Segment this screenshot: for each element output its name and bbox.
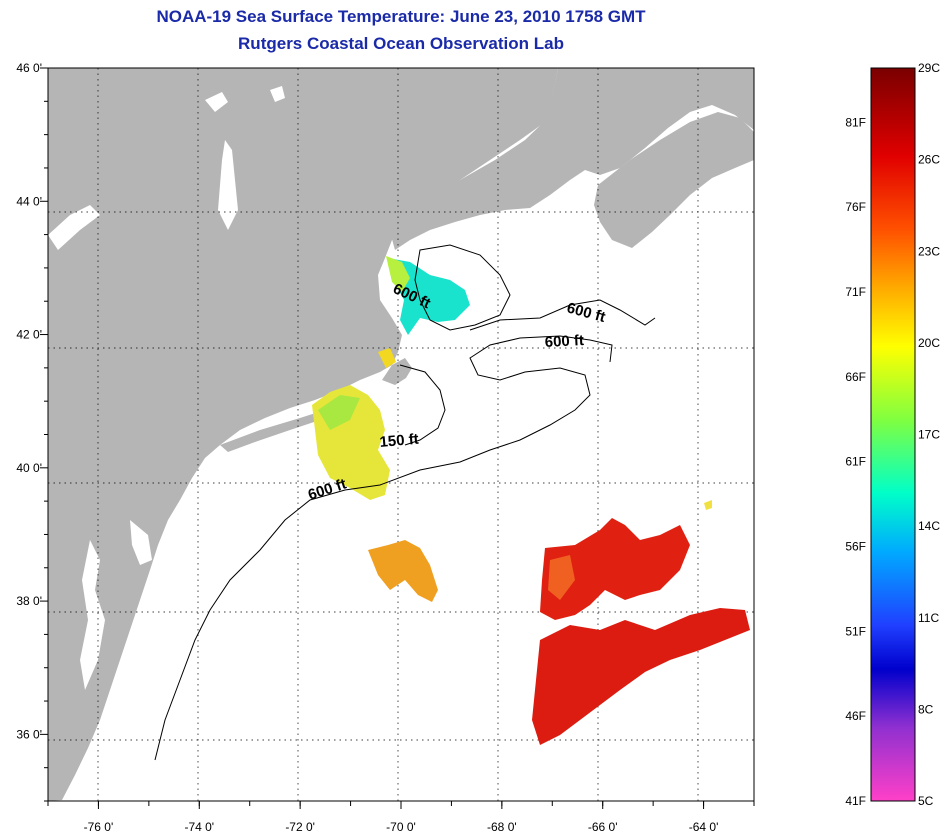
colorbar-celsius-label: 20C	[918, 336, 940, 350]
lon-tick-label: -68 0'	[487, 820, 517, 834]
contour-label: 600 ft	[544, 332, 584, 351]
lake	[270, 86, 285, 102]
grid	[48, 68, 754, 801]
map-title: NOAA-19 Sea Surface Temperature: June 23…	[156, 7, 646, 26]
colorbar-celsius-label: 26C	[918, 153, 940, 167]
lat-tick-label: 42 0'	[16, 328, 42, 342]
delaware-bay	[130, 520, 152, 565]
colorbar-celsius-label: 8C	[918, 702, 934, 716]
longitude-axis: -76 0' -74 0' -72 0' -70 0' -68 0' -66 0' -64 …	[47, 801, 755, 834]
sst-patch-offshore-orange	[368, 540, 438, 602]
colorbar-fahrenheit-label: 51F	[845, 624, 866, 638]
sst-patch-small	[704, 500, 712, 510]
colorbar-celsius-label: 17C	[918, 428, 940, 442]
contour-600ft-gulf-of-maine	[469, 299, 656, 331]
contour-label: 150 ft	[379, 431, 420, 451]
lat-tick-label: 38 0'	[16, 594, 42, 608]
colorbar-fahrenheit-label: 56F	[845, 539, 866, 553]
contour-150ft	[399, 364, 446, 446]
colorbar-fahrenheit-label: 66F	[845, 370, 866, 384]
lon-tick-label: -74 0'	[184, 820, 214, 834]
chesapeake-bay	[80, 540, 105, 690]
land-long-island	[220, 410, 325, 452]
latitude-axis: 46 0' 44 0' 42 0' 40 0' 38 0' 36 0'	[16, 61, 48, 802]
colorbar-celsius-label: 29C	[918, 61, 940, 75]
land-nova-scotia	[594, 112, 754, 248]
land-us-mainland	[48, 68, 558, 801]
lat-tick-label: 40 0'	[16, 461, 42, 475]
lon-tick-label: -70 0'	[386, 820, 416, 834]
sst-patch-cape-yellow	[378, 348, 396, 368]
colorbar-celsius-label: 23C	[918, 244, 940, 258]
colorbar-fahrenheit-labels: 81F 76F 71F 66F 61F 56F 51F 46F 41F	[845, 115, 866, 808]
colorbar-fahrenheit-label: 81F	[845, 115, 866, 129]
land-canada	[390, 68, 754, 250]
sst-patch-gulf-stream-2	[532, 608, 750, 745]
colorbar-celsius-label: 11C	[918, 611, 939, 625]
map-subtitle: Rutgers Coastal Ocean Observation Lab	[238, 34, 564, 53]
colorbar-celsius-label: 14C	[918, 519, 940, 533]
lon-tick-label: -72 0'	[285, 820, 315, 834]
lat-tick-label: 44 0'	[16, 194, 42, 208]
lat-tick-label: 36 0'	[16, 727, 42, 741]
sst-patches	[312, 256, 750, 745]
sst-patch-gulf-stream-1	[540, 518, 690, 620]
colorbar-fahrenheit-label: 46F	[845, 709, 866, 723]
lon-tick-label: -66 0'	[588, 820, 618, 834]
colorbar-celsius-label: 5C	[918, 794, 934, 808]
lake	[205, 92, 228, 112]
sst-patch-gulf-of-maine-yellow	[386, 256, 410, 292]
land-cape-cod	[382, 358, 412, 385]
lat-tick-label: 46 0'	[16, 61, 42, 75]
lake	[48, 205, 100, 250]
colorbar-fahrenheit-label: 71F	[845, 285, 866, 299]
colorbar-fahrenheit-label: 76F	[845, 200, 866, 214]
contour-600ft-shelf	[154, 335, 613, 761]
colorbar-celsius-labels: 29C 26C 23C 20C 17C 14C 11C 8C 5C	[918, 61, 940, 808]
colorbar-fahrenheit-label: 61F	[845, 455, 866, 469]
colorbar	[870, 67, 916, 802]
lake	[218, 140, 238, 230]
colorbar-fahrenheit-label: 41F	[845, 794, 866, 808]
sst-patch-gulf-stream-warm	[548, 555, 575, 600]
lon-tick-label: -76 0'	[84, 820, 114, 834]
lon-tick-label: -64 0'	[689, 820, 719, 834]
bathymetry-contours	[154, 244, 656, 761]
contour-600ft-basin	[414, 244, 511, 331]
sst-patch-southern-new-england-green	[318, 395, 360, 430]
